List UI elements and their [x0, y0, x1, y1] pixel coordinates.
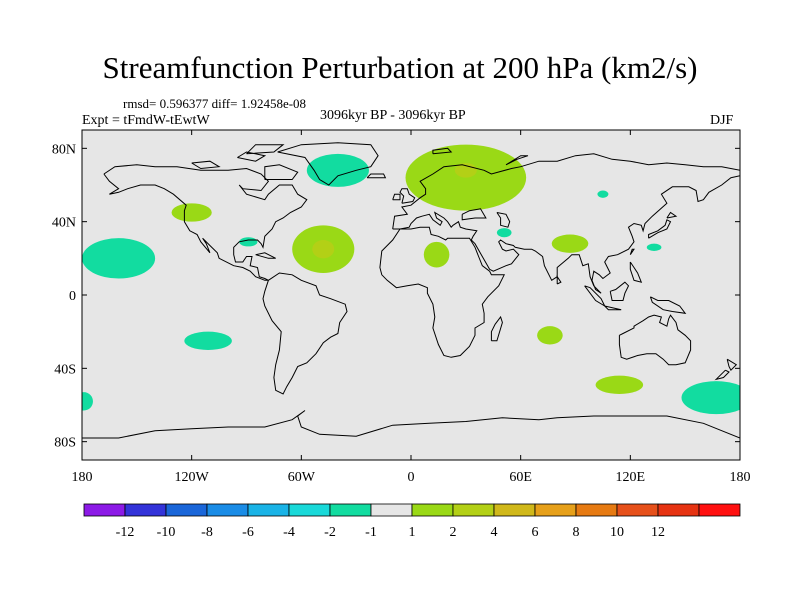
- colorbar-label: -12: [116, 525, 135, 540]
- experiment-label: Expt = tFmdW-tEwtW: [82, 113, 210, 128]
- chart-title: Streamfunction Perturbation at 200 hPa (…: [102, 50, 698, 85]
- coastline-antarctica: [82, 410, 740, 439]
- coastline-new-guinea: [649, 296, 687, 314]
- y-tick-label: 40S: [54, 362, 76, 377]
- anomaly-nw-pacific-neg-2: [646, 243, 662, 251]
- colorbar-label: -4: [283, 525, 295, 540]
- coastline-baffin: [264, 164, 299, 180]
- colorbar-swatch: [657, 503, 700, 517]
- colorbar-swatch: [165, 503, 208, 517]
- coastline-cuba: [255, 252, 276, 259]
- anomaly-north-pacific-neg: [82, 238, 156, 279]
- colorbar-label: 12: [651, 525, 665, 540]
- x-tick-label: 60W: [288, 470, 316, 485]
- colorbar-swatch: [452, 503, 495, 517]
- period-label: 3096kyr BP - 3096kyr BP: [320, 108, 466, 123]
- coastline-arctic-islands: [191, 160, 221, 170]
- colorbar-label: 4: [491, 525, 498, 540]
- anomaly-far-south-pacific-neg: [82, 392, 93, 411]
- x-tick-label: 180: [730, 470, 751, 485]
- anomaly-greenland-neg: [306, 153, 369, 187]
- coastline-australia: [618, 314, 692, 366]
- colorbar-label: -2: [324, 525, 336, 540]
- colorbar-label: -6: [242, 525, 254, 540]
- coastline-black-sea: [461, 208, 487, 221]
- colorbar-swatch: [575, 503, 618, 517]
- coastline-sumatra: [584, 285, 606, 308]
- anomaly-sw-pacific-neg: [681, 381, 740, 415]
- coastline-new-zealand-n: [726, 358, 738, 372]
- colorbar-swatch: [83, 503, 126, 517]
- anomaly-med-neg: [496, 228, 512, 238]
- coastline-asia-east: [392, 175, 740, 294]
- colorbar-swatch: [124, 503, 167, 517]
- anomaly-atlantic-pos-inner: [312, 240, 335, 259]
- anomaly-west-us-pos: [171, 203, 212, 222]
- coastline-africa: [379, 226, 506, 358]
- anomaly-india-pos: [551, 234, 589, 253]
- colorbar-swatch: [288, 503, 331, 517]
- colorbar-swatch: [493, 503, 536, 517]
- x-tick-label: 120E: [616, 470, 646, 485]
- coastline-taiwan: [629, 248, 635, 255]
- y-tick-label: 0: [69, 289, 76, 304]
- colorbar-label: 1: [409, 525, 416, 540]
- coastline-philippines: [629, 261, 643, 283]
- colorbar-swatch: [698, 503, 741, 517]
- coastline-borneo: [609, 281, 630, 301]
- anomaly-gulf-neg: [239, 237, 258, 247]
- coastline-caspian: [496, 212, 511, 228]
- coastline-iceland: [366, 173, 387, 179]
- anomaly-europe-pos-outer: [405, 144, 527, 211]
- colorbar-swatch: [616, 503, 659, 517]
- coastline-svalbard: [432, 147, 453, 155]
- colorbar-label: -8: [201, 525, 213, 540]
- coastline-south-america: [262, 272, 348, 395]
- coastline-eurasia: [392, 153, 740, 230]
- coastline-ireland: [392, 193, 401, 201]
- coastline-madagascar: [490, 315, 503, 342]
- colorbar-label: 10: [610, 525, 624, 540]
- anomaly-south-indian-pos: [595, 375, 644, 395]
- colorbar-label: 2: [450, 525, 457, 540]
- y-tick-label: 80S: [54, 436, 76, 451]
- coastline-hudson-islands: [237, 151, 267, 162]
- colorbar-label: -1: [365, 525, 377, 540]
- season-label: DJF: [710, 113, 734, 128]
- coastline-java: [604, 305, 622, 311]
- coastline-new-zealand-s: [714, 369, 730, 381]
- coastline-hokkaido: [666, 211, 678, 219]
- stats-line: rmsd= 0.596377 diff= 1.92458e-08: [123, 96, 307, 111]
- colorbar-swatch: [247, 503, 290, 517]
- coastline-sri-lanka: [556, 275, 562, 285]
- x-tick-label: 60E: [509, 470, 532, 485]
- anomaly-south-pacific-neg: [184, 331, 232, 351]
- anomaly-nw-pacific-neg-1: [597, 190, 609, 198]
- coastline-uk: [399, 188, 416, 204]
- coastline-novaya-zemlya: [505, 155, 529, 166]
- colorbar-swatch: [206, 503, 249, 517]
- anomaly-africa-pos: [423, 241, 450, 268]
- colorbar-swatch: [411, 503, 454, 517]
- colorbar-swatch: [329, 503, 372, 517]
- coastline-north-america: [103, 164, 308, 281]
- colorbar-label: -10: [157, 525, 176, 540]
- colorbar-label: 8: [573, 525, 580, 540]
- anomaly-indian-ocean-pos: [537, 326, 563, 345]
- x-tick-label: 0: [408, 470, 415, 485]
- coastline-greenland: [277, 142, 379, 186]
- colorbar-swatch: [534, 503, 577, 517]
- coastline-japan: [648, 219, 672, 239]
- y-tick-label: 80N: [52, 142, 76, 157]
- x-tick-label: 180: [72, 470, 93, 485]
- colorbar-label: 6: [532, 525, 539, 540]
- y-tick-label: 40N: [52, 216, 76, 231]
- colorbar-swatch: [370, 503, 413, 517]
- x-tick-label: 120W: [175, 470, 210, 485]
- coastline-ellesmere: [246, 144, 285, 155]
